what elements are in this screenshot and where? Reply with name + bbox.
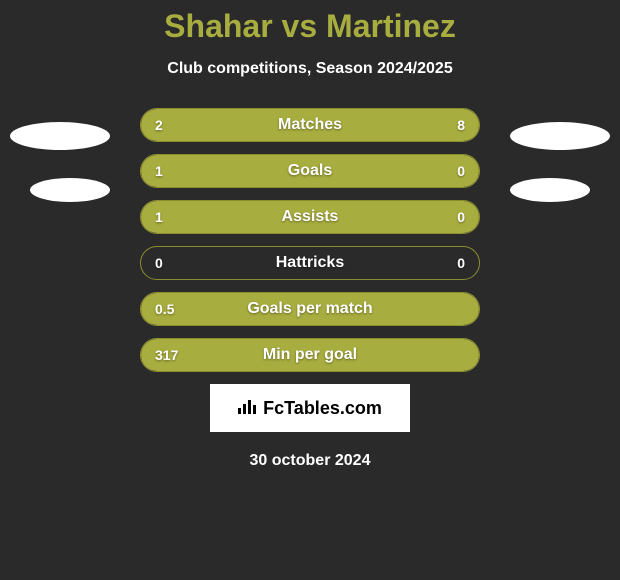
stat-label: Min per goal <box>141 339 479 371</box>
player-left-team-placeholder <box>30 178 110 202</box>
player-left-avatar-placeholder <box>10 122 110 150</box>
stat-label: Goals <box>141 155 479 187</box>
player-right-team-placeholder <box>510 178 590 202</box>
page-title: Shahar vs Martinez <box>0 8 620 45</box>
stats-panel: 2 Matches 8 1 Goals 0 1 Assists 0 0 Hatt… <box>140 108 480 372</box>
stat-row-min-per-goal: 317 Min per goal <box>140 338 480 372</box>
stat-label: Matches <box>141 109 479 141</box>
stat-value-right: 0 <box>457 155 465 187</box>
stat-row-matches: 2 Matches 8 <box>140 108 480 142</box>
fctables-logo[interactable]: FcTables.com <box>210 384 410 432</box>
chart-icon <box>238 398 258 419</box>
stat-value-right: 8 <box>457 109 465 141</box>
stat-value-right: 0 <box>457 247 465 279</box>
stat-label: Goals per match <box>141 293 479 325</box>
player-right-avatar-placeholder <box>510 122 610 150</box>
stat-row-goals-per-match: 0.5 Goals per match <box>140 292 480 326</box>
stat-label: Hattricks <box>141 247 479 279</box>
date: 30 october 2024 <box>0 452 620 470</box>
stat-label: Assists <box>141 201 479 233</box>
stat-row-hattricks: 0 Hattricks 0 <box>140 246 480 280</box>
subtitle: Club competitions, Season 2024/2025 <box>0 60 620 78</box>
logo-text: FcTables.com <box>263 398 382 419</box>
stat-row-goals: 1 Goals 0 <box>140 154 480 188</box>
stat-row-assists: 1 Assists 0 <box>140 200 480 234</box>
stat-value-right: 0 <box>457 201 465 233</box>
